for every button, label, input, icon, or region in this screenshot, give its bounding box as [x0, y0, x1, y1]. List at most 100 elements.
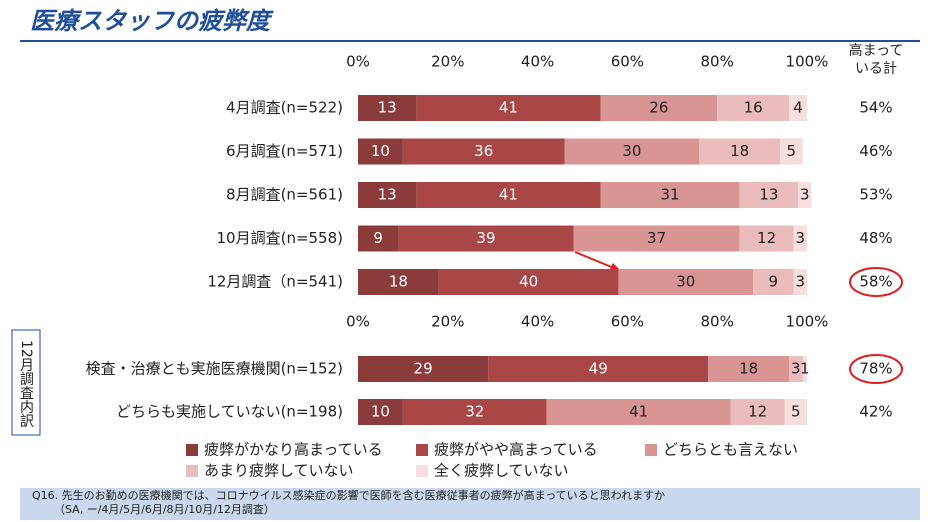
- bar-segment: [730, 399, 785, 425]
- x-tick-label: 80%: [701, 53, 734, 71]
- bar-segment: [564, 138, 700, 165]
- legend-label: 全く疲弊していない: [434, 462, 569, 480]
- data-label: 30: [676, 273, 695, 291]
- legend-label: 疲弊がやや高まっている: [434, 441, 598, 459]
- bar-segment: [416, 182, 601, 208]
- data-label: 12: [748, 403, 767, 421]
- total-label: 58%: [859, 273, 892, 291]
- legend-swatch: [416, 444, 428, 456]
- data-label: 41: [499, 99, 518, 117]
- bar-segment: [739, 182, 799, 208]
- bar-segment: [358, 138, 403, 165]
- x-tick-label: 0%: [346, 313, 370, 331]
- note-box: [20, 488, 920, 520]
- data-label: 10: [371, 142, 390, 160]
- y-tick-label: 10月調査(n=558): [217, 229, 344, 247]
- data-label: 31: [661, 186, 680, 204]
- y-tick-label: 検査・治療とも実施医療機関(n=152): [86, 360, 343, 378]
- legend-label: あまり疲弊していない: [204, 462, 354, 480]
- bar-segment: [717, 95, 790, 121]
- legend-swatch: [416, 465, 428, 477]
- bar-segment: [784, 399, 807, 425]
- bar-segment: [358, 399, 403, 425]
- bar-segment: [402, 138, 565, 165]
- x-tick-label: 60%: [611, 313, 644, 331]
- data-label: 10: [371, 403, 390, 421]
- bar-segment: [753, 269, 794, 295]
- note: （SA, ー/4月/5月/6月/8月/10月/12月調査）: [54, 502, 275, 516]
- total-label: 54%: [859, 99, 892, 117]
- data-label: 18: [389, 273, 408, 291]
- bar-segment: [573, 225, 740, 252]
- bar-segment: [699, 138, 781, 165]
- data-label: 32: [465, 403, 484, 421]
- bar-segment: [739, 225, 794, 252]
- data-label: 5: [791, 403, 801, 421]
- data-label: 5: [787, 142, 797, 160]
- group-box: [11, 329, 41, 436]
- bar-segment: [438, 269, 619, 295]
- data-label: 3: [800, 186, 810, 204]
- bar-segment: [416, 95, 601, 121]
- legend-swatch: [186, 444, 198, 456]
- bar-segment: [402, 399, 547, 425]
- bar-segment: [708, 356, 790, 382]
- data-label: 29: [414, 360, 433, 378]
- arrow: [574, 251, 615, 269]
- x-tick-label: 40%: [521, 53, 554, 71]
- data-label: 3: [795, 229, 805, 247]
- x-tick-label: 40%: [521, 313, 554, 331]
- data-label: 18: [730, 142, 749, 160]
- total-label: 53%: [859, 186, 892, 204]
- data-label: 18: [739, 360, 758, 378]
- bar-segment: [546, 399, 731, 425]
- total-label: 46%: [859, 142, 892, 160]
- legend-label: どちらとも言えない: [663, 441, 798, 459]
- y-tick-label: 12月調査（n=541): [207, 273, 343, 291]
- group-label: 12月調査内訳: [18, 340, 34, 428]
- data-label: 9: [769, 273, 779, 291]
- data-label: 49: [589, 360, 608, 378]
- totals-title: 高まっている計: [848, 43, 904, 77]
- data-label: 4: [793, 99, 803, 117]
- data-label: 12: [757, 229, 776, 247]
- bar-segment: [789, 356, 803, 382]
- y-tick-label: どちらも実施していない(n=198): [116, 403, 343, 421]
- legend-swatch: [186, 465, 198, 477]
- data-label: 41: [629, 403, 648, 421]
- y-tick-label: 4月調査(n=522): [226, 99, 343, 117]
- bar-segment: [793, 269, 807, 295]
- bar-segment: [358, 182, 417, 208]
- x-tick-label: 20%: [431, 53, 464, 71]
- bar-segment: [488, 356, 709, 382]
- data-label: 39: [476, 229, 495, 247]
- data-label: 3: [791, 360, 801, 378]
- y-tick-label: 6月調査(n=571): [226, 142, 343, 160]
- bar-segment: [600, 182, 740, 208]
- chart-title: 医療スタッフの疲弊度: [30, 7, 274, 35]
- bar-segment: [358, 95, 417, 121]
- highlight-circle: [849, 267, 903, 297]
- note: Q16. 先生のお勤めの医療機関では、コロナウイルス感染症の影響で医師を含む医療…: [32, 488, 665, 502]
- x-tick-label: 100%: [786, 313, 829, 331]
- bar-segment: [780, 138, 803, 165]
- data-label: 26: [649, 99, 668, 117]
- data-label: 16: [744, 99, 763, 117]
- data-label: 1: [800, 360, 810, 378]
- data-label: 36: [474, 142, 493, 160]
- total-label: 48%: [859, 229, 892, 247]
- x-tick-label: 60%: [611, 53, 644, 71]
- bar-segment: [789, 95, 807, 121]
- data-label: 13: [759, 186, 778, 204]
- bar-segment: [600, 95, 718, 121]
- data-label: 30: [622, 142, 641, 160]
- bar-segment: [798, 182, 812, 208]
- legend-swatch: [645, 444, 657, 456]
- bar-segment: [358, 225, 399, 252]
- x-tick-label: 20%: [431, 313, 464, 331]
- data-label: 37: [647, 229, 666, 247]
- total-label: 42%: [859, 403, 892, 421]
- data-label: 9: [373, 229, 383, 247]
